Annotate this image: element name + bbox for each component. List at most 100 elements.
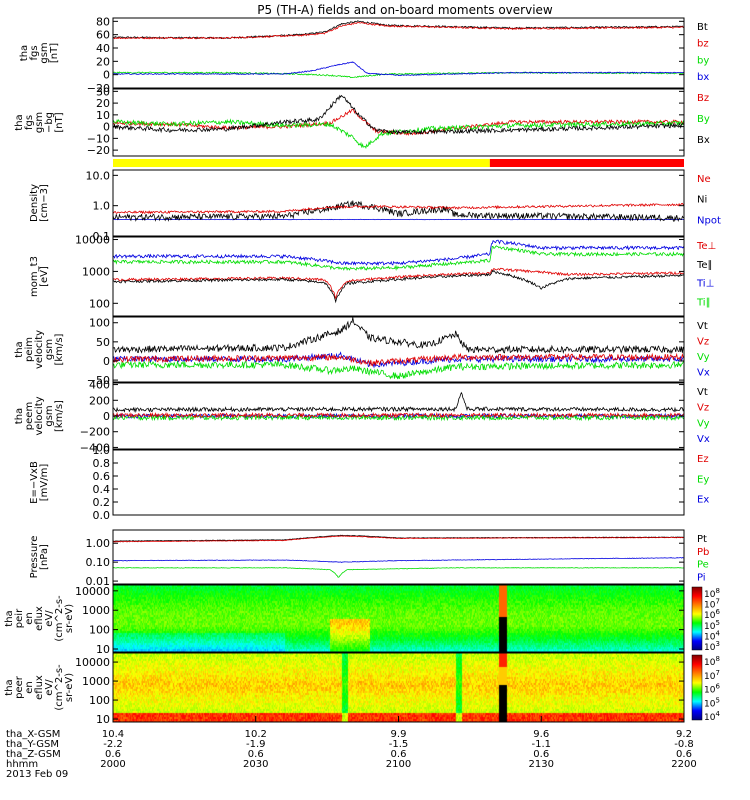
series-Vz: [112, 352, 685, 367]
y-tick-label: −50: [87, 374, 110, 387]
time-row-value: -1.1: [531, 739, 551, 750]
time-row-value: 10.4: [102, 729, 124, 740]
legend-entry: bx: [697, 72, 709, 83]
y-tick-label: 0.8: [93, 457, 111, 470]
y-tick-label: −20: [87, 82, 110, 95]
y-tick-label: 0: [103, 355, 110, 368]
series-Vy: [112, 413, 685, 422]
mode-bar-segment: [113, 159, 490, 167]
y-tick-label: 0: [103, 121, 110, 134]
figure-title: P5 (TH-A) fields and on-board moments ov…: [257, 3, 553, 17]
y-tick-label: 1.00: [86, 537, 111, 550]
y-axis-label: [cm−3]: [39, 184, 50, 222]
y-tick-label: 100: [89, 297, 110, 310]
y-tick-label: 200: [89, 394, 110, 407]
spectrogram-image: [113, 585, 684, 652]
date-label: 2013 Feb 09: [6, 769, 68, 780]
y-axis-label: [nPa]: [39, 544, 50, 570]
y-axis-label: tha: [19, 45, 30, 61]
legend-entry: Vy: [697, 352, 710, 363]
legend-entry: Vz: [697, 403, 709, 414]
panel-frame: [112, 584, 685, 653]
legend-entry: Vt: [697, 387, 708, 398]
time-row-value: -1.9: [246, 739, 266, 750]
y-tick-label: 10.0: [86, 169, 111, 182]
y-axis-label: peim: [24, 337, 35, 362]
legend-entry: Te∥: [696, 260, 713, 271]
legend-entry: Vz: [697, 336, 709, 347]
y-axis-label: eV/: [44, 679, 55, 696]
y-tick-label: −400: [80, 441, 110, 454]
time-row-label: tha_Z-GSM: [6, 749, 61, 760]
colorbar-tick-label: 106: [704, 683, 720, 696]
series-Te⊥: [112, 267, 685, 300]
series-Te∥: [112, 269, 685, 304]
colorbar-tick-label: 107: [704, 598, 720, 611]
y-axis-label: Density: [29, 184, 40, 222]
y-tick-label: 10: [96, 643, 110, 656]
time-row-value: 0.6: [391, 749, 407, 760]
y-tick-label: 30: [96, 85, 110, 98]
y-tick-label: 0: [103, 410, 110, 423]
y-tick-label: 10: [96, 713, 110, 726]
y-axis-label: [km/s]: [54, 333, 65, 365]
legend-entry: Bz: [697, 93, 709, 104]
panel-peim-velocity: 100 50 0 −50 tha peim velocity gsm [km/s] Vt Vz Vy V…: [14, 316, 710, 387]
y-axis-label: [mV/m]: [39, 464, 50, 502]
y-axis-label: tha: [14, 114, 25, 130]
y-axis-label: −bg: [44, 112, 55, 133]
time-row-label: tha_X-GSM: [6, 729, 60, 740]
y-axis-label: gsm: [44, 339, 55, 360]
y-tick-label: 20: [96, 55, 110, 68]
y-tick-label: 20: [96, 97, 110, 110]
series-Vt: [112, 317, 685, 355]
y-tick-label: 1.0: [93, 444, 111, 457]
y-tick-label: 0.6: [93, 470, 111, 483]
y-axis-label: E=−VxB: [29, 461, 40, 504]
legend-entry: Ey: [697, 474, 709, 485]
colorbar-tick-label: 105: [704, 619, 720, 632]
y-tick-label: 1000: [82, 265, 110, 278]
panel-frame: [112, 316, 685, 383]
legend-entry: Ex: [697, 495, 709, 506]
y-axis-label: eflux: [34, 606, 45, 631]
y-tick-label: 0.4: [93, 483, 111, 496]
y-tick-label: 1.0: [93, 200, 111, 213]
y-axis-label: gsm: [44, 405, 55, 426]
y-axis-label: Pressure: [29, 536, 40, 579]
time-row-value: 0.6: [105, 749, 121, 760]
colorbar-tick-label: 106: [704, 608, 720, 621]
y-tick-label: 10000: [75, 656, 110, 669]
y-axis-label: tha: [4, 679, 15, 695]
time-row-value: 9.2: [676, 729, 692, 740]
y-tick-label: 10: [96, 109, 110, 122]
series-Bx: [112, 94, 685, 135]
y-axis-label: en: [24, 612, 35, 625]
y-tick-label: 0.1: [93, 230, 111, 243]
y-tick-label: 0.2: [93, 496, 111, 509]
legend-entry: Ti⊥: [696, 279, 714, 290]
series-Ti⊥: [112, 239, 685, 267]
y-tick-label: −200: [80, 426, 110, 439]
panel-frame: [112, 17, 685, 89]
y-tick-label: 0.01: [86, 575, 111, 588]
series-bx: [112, 61, 684, 77]
time-row-value: 0.6: [676, 749, 692, 760]
panel-density: 10.0 1.0 0.1 Density [cm−3] Ne Ni Npot: [29, 169, 721, 243]
series-Vz: [112, 411, 685, 419]
colorbar-tick-label: 103: [704, 640, 720, 653]
legend-entry: Vt: [697, 321, 708, 332]
y-tick-label: 100: [89, 694, 110, 707]
y-axis-label: fgs: [24, 115, 35, 130]
y-tick-label: 0.10: [86, 556, 111, 569]
panel-peem-velocity: 400 200 0 −200 −400 tha peem velocity gsm [km/s] V…: [14, 379, 710, 455]
y-tick-label: 0: [103, 69, 110, 82]
y-tick-label: 100: [89, 624, 110, 637]
y-axis-label: (cm^2-s-: [54, 595, 65, 642]
y-tick-label: 0.0: [93, 509, 111, 522]
y-axis-label: [km/s]: [54, 400, 65, 432]
y-tick-label: 10000: [75, 234, 110, 247]
